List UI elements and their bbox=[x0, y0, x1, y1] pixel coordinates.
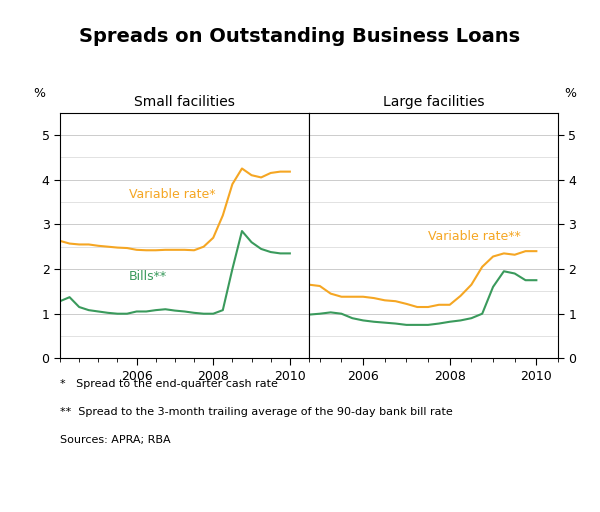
Text: %: % bbox=[564, 87, 576, 100]
Text: %: % bbox=[33, 87, 45, 100]
Text: Sources: APRA; RBA: Sources: APRA; RBA bbox=[60, 435, 170, 445]
Text: Bills**: Bills** bbox=[129, 270, 167, 283]
Title: Small facilities: Small facilities bbox=[134, 95, 235, 109]
Text: *   Spread to the end-quarter cash rate: * Spread to the end-quarter cash rate bbox=[60, 379, 278, 389]
Title: Large facilities: Large facilities bbox=[383, 95, 484, 109]
Text: Variable rate*: Variable rate* bbox=[129, 187, 215, 201]
Text: **  Spread to the 3-month trailing average of the 90-day bank bill rate: ** Spread to the 3-month trailing averag… bbox=[60, 407, 453, 417]
Text: Variable rate**: Variable rate** bbox=[428, 230, 521, 243]
Text: Spreads on Outstanding Business Loans: Spreads on Outstanding Business Loans bbox=[79, 27, 521, 46]
